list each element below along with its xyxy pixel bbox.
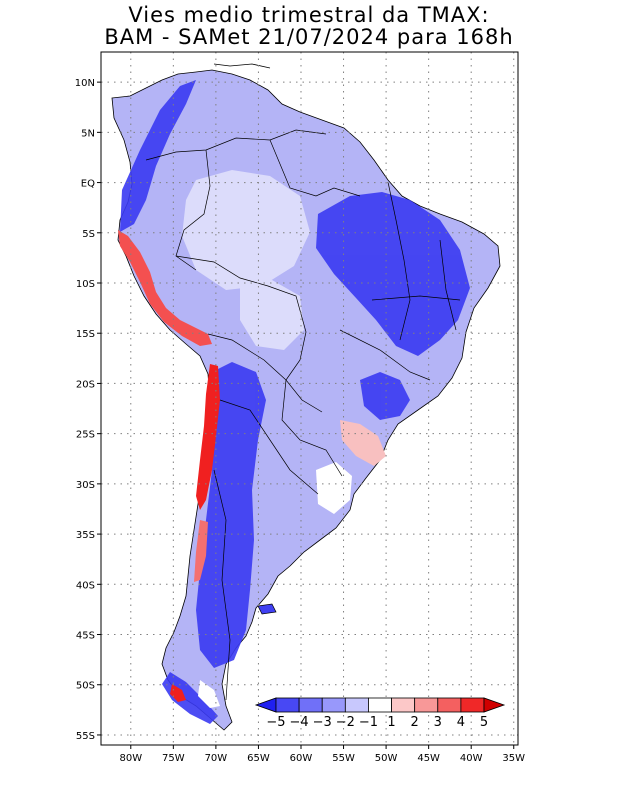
colorbar-label: −4	[290, 715, 309, 730]
y-tick-label: 55S	[76, 731, 95, 742]
y-tick-label: 45S	[76, 631, 95, 642]
y-tick-label: 5S	[82, 229, 95, 240]
colorbar-box	[391, 697, 416, 713]
x-tick-label: 35W	[502, 753, 525, 764]
colorbar-label: 1	[387, 715, 395, 730]
colorbar-box	[414, 697, 439, 713]
y-tick-label: 20S	[76, 379, 95, 390]
x-tick-label: 40W	[460, 753, 483, 764]
colorbar-label: 3	[434, 715, 442, 730]
y-tick-label: 10N	[75, 78, 95, 89]
x-tick-label: 50W	[375, 753, 398, 764]
caribbean-coast-detail	[213, 63, 271, 69]
colorbar-box	[460, 697, 485, 713]
y-tick-label: 25S	[76, 430, 95, 441]
falklands-island	[257, 603, 277, 615]
country-borders	[145, 129, 461, 701]
colorbar-label: 2	[411, 715, 419, 730]
colorbar-box	[368, 697, 392, 713]
map-title-line2: BAM - SAMet 21/07/2024 para 168h	[104, 25, 514, 49]
colorbar-high-arrow	[483, 697, 506, 713]
y-tick-label: 30S	[76, 480, 95, 491]
y-tick-label: 5N	[81, 128, 95, 139]
colorbar-box	[275, 697, 300, 713]
bias-weak-negative-areas	[182, 170, 352, 708]
x-tick-label: 45W	[417, 753, 440, 764]
colorbar-box	[437, 697, 462, 713]
map-title-line1: Vies medio trimestral da TMAX:	[128, 3, 490, 27]
colorbar-box	[344, 697, 369, 713]
y-tick-label: 40S	[76, 580, 95, 591]
y-axis-ticks: 10N 5N EQ 5S 10S 15S 20S 25S 30S 35S 40S 45S 50S 55S	[75, 78, 101, 742]
colorbar-label: 5	[480, 715, 488, 730]
colorbar-label: 4	[457, 715, 465, 730]
x-tick-label: 65W	[247, 753, 270, 764]
colorbar-label: −5	[266, 715, 285, 730]
map-frame	[100, 51, 519, 746]
y-tick-label: 50S	[76, 681, 95, 692]
x-tick-label: 55W	[332, 753, 355, 764]
x-tick-label: 75W	[162, 753, 185, 764]
x-tick-label: 70W	[205, 753, 228, 764]
y-tick-label: EQ	[81, 179, 95, 190]
y-tick-label: 35S	[76, 530, 95, 541]
colorbar-label: −3	[313, 715, 332, 730]
colorbar-box	[298, 697, 323, 713]
gridlines	[101, 52, 518, 745]
x-tick-label: 60W	[290, 753, 313, 764]
x-tick-label: 80W	[119, 753, 142, 764]
colorbar-label: −2	[336, 715, 355, 730]
bias-positive-areas	[118, 230, 386, 702]
colorbar-label: −1	[359, 715, 378, 730]
colorbar: −5 −4 −3 −2 −1 1 2 3 4 5	[254, 697, 506, 730]
y-tick-label: 10S	[76, 279, 95, 290]
x-axis-ticks: 80W 75W 70W 65W 60W 55W 50W 45W 40W 35W	[119, 745, 525, 764]
y-tick-label: 15S	[76, 329, 95, 340]
colorbar-box	[321, 697, 346, 713]
